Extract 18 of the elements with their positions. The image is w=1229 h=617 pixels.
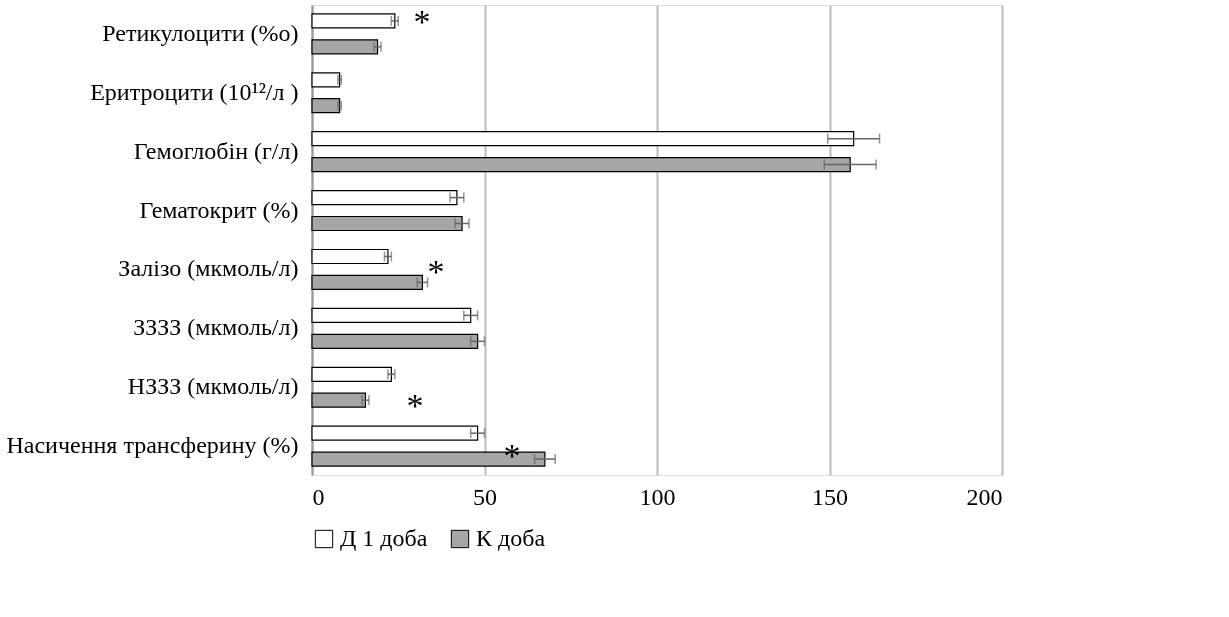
annotation: * <box>413 3 431 40</box>
y-tick-label: Залізо (мкмоль/л) <box>118 255 299 282</box>
x-tick-label: 150 <box>812 483 848 510</box>
y-tick-label: Гемоглобін (г/л) <box>133 137 299 164</box>
y-tick-label: ЗЗЗЗ (мкмоль/л) <box>133 314 299 341</box>
annotation: * <box>427 253 445 290</box>
x-tick-label: 100 <box>639 483 676 510</box>
x-tick-label: 0 <box>312 483 325 510</box>
legend-label: Д 1 доба <box>340 525 428 551</box>
x-tick-label: 200 <box>966 483 1003 510</box>
x-tick-label: 50 <box>473 483 497 510</box>
annotation: * <box>406 387 424 424</box>
y-tick-label: Насичення трансферину (%) <box>6 432 299 459</box>
legend-label: К доба <box>476 525 546 551</box>
y-tick-label: Гематокрит (%) <box>139 196 299 223</box>
y-tick-label: Еритроцити (10¹²/л ) <box>90 78 299 105</box>
y-tick-label: НЗЗЗ (мкмоль/л) <box>127 373 299 400</box>
y-tick-label: Ретикулоцити (%o) <box>102 19 299 46</box>
